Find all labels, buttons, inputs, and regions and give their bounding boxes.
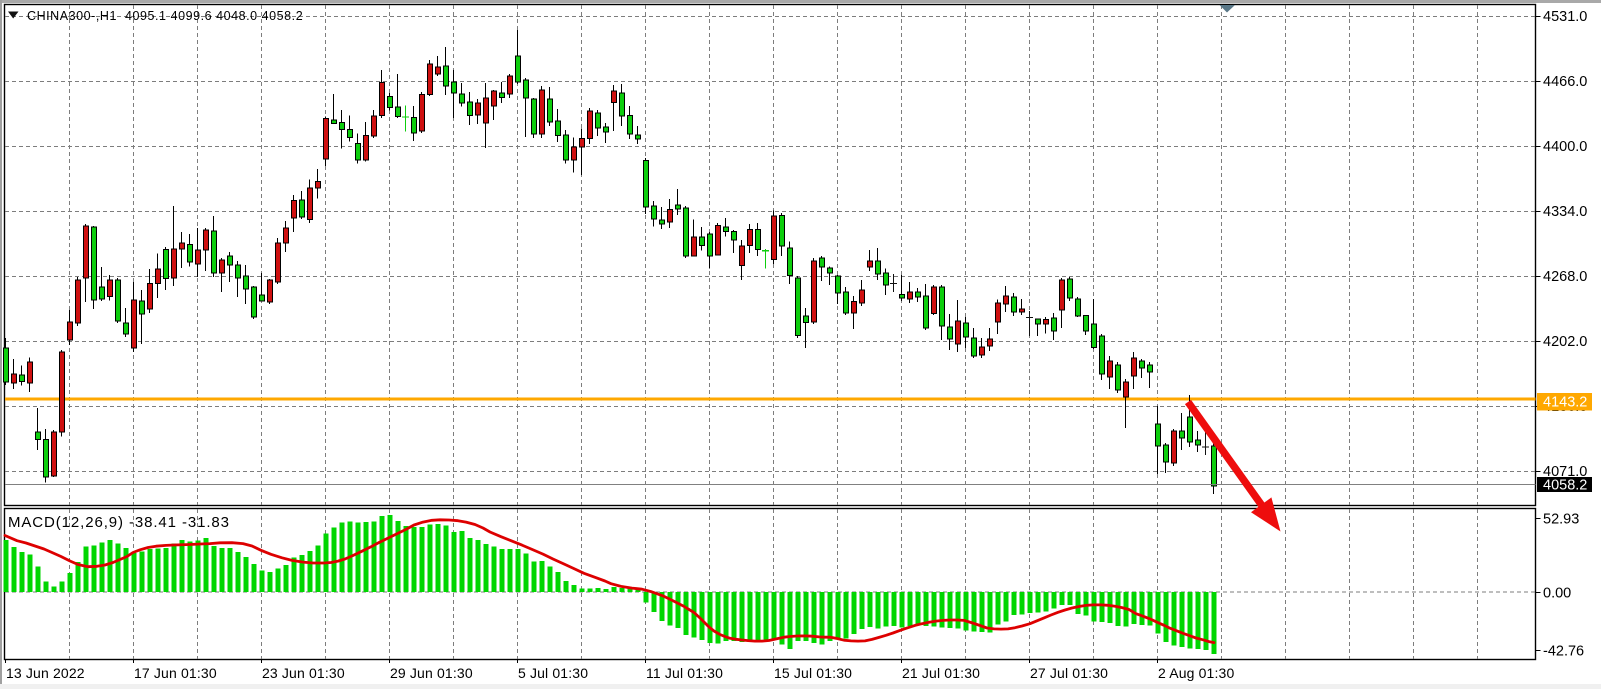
- svg-text:23 Jun 01:30: 23 Jun 01:30: [262, 665, 345, 681]
- svg-text:4466.0: 4466.0: [1543, 74, 1587, 90]
- svg-text:4071.0: 4071.0: [1543, 464, 1587, 480]
- svg-text:-42.76: -42.76: [1543, 644, 1584, 660]
- svg-text:5 Jul 01:30: 5 Jul 01:30: [518, 665, 588, 681]
- svg-text:2 Aug 01:30: 2 Aug 01:30: [1158, 665, 1234, 681]
- svg-text:CHINA300-,H1 4095.1 4099.6 40: CHINA300-,H1 4095.1 4099.6 4048.0 4058.2: [27, 9, 303, 23]
- svg-text:27 Jul 01:30: 27 Jul 01:30: [1030, 665, 1108, 681]
- svg-text:4058.2: 4058.2: [1543, 478, 1587, 494]
- svg-text:17 Jun 01:30: 17 Jun 01:30: [134, 665, 217, 681]
- svg-text:13 Jun 2022: 13 Jun 2022: [6, 665, 85, 681]
- svg-text:15 Jul 01:30: 15 Jul 01:30: [774, 665, 852, 681]
- svg-text:11 Jul 01:30: 11 Jul 01:30: [646, 665, 723, 681]
- svg-text:4202.0: 4202.0: [1543, 334, 1587, 350]
- svg-text:4334.0: 4334.0: [1543, 204, 1587, 220]
- svg-text:52.93: 52.93: [1543, 512, 1579, 528]
- svg-text:4143.2: 4143.2: [1543, 395, 1587, 411]
- svg-text:29 Jun 01:30: 29 Jun 01:30: [390, 665, 473, 681]
- svg-text:4268.0: 4268.0: [1543, 269, 1587, 285]
- svg-text:0.00: 0.00: [1543, 586, 1571, 602]
- svg-text:4400.0: 4400.0: [1543, 139, 1587, 155]
- svg-text:21 Jul 01:30: 21 Jul 01:30: [902, 665, 980, 681]
- svg-text:MACD(12,26,9) -38.41 -31.83: MACD(12,26,9) -38.41 -31.83: [8, 514, 230, 531]
- svg-text:4531.0: 4531.0: [1543, 9, 1587, 25]
